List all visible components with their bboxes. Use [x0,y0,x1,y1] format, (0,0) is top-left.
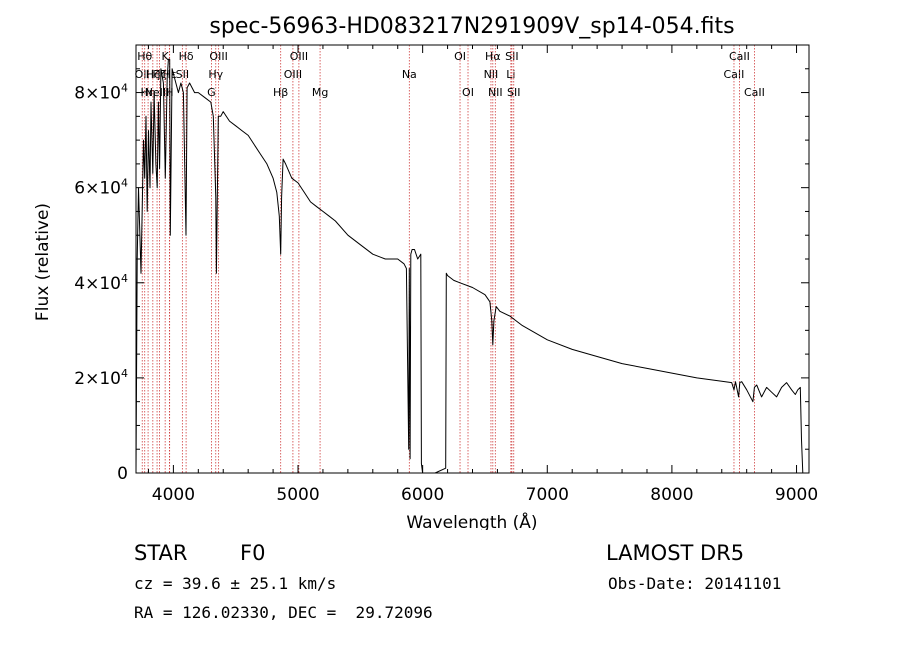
spectral-line-label-6: K [162,50,170,63]
y-tick-label: 6×104 [74,177,128,199]
spectral-line-label-29: CaII [744,86,765,99]
spectral-line-label-24: Li [506,68,515,81]
redshift-text: cz = 39.6 ± 25.1 km/s [134,574,337,593]
x-axis-label: Wavelength (Å) [406,511,537,530]
y-tick-label: 8×104 [74,82,128,104]
y-tick-label: 0 [117,464,128,484]
spectral-line-label-9: SII [176,68,189,81]
spectral-line-label-17: Mg [312,86,328,99]
x-tick-label: 9000 [775,485,818,505]
spectral-line-label-18: Na [402,68,417,81]
x-tick-label: 4000 [152,485,195,505]
spectral-subclass: F0 [240,541,266,565]
spectral-line-label-2: Hη [140,86,155,99]
x-tick-label: 6000 [401,485,444,505]
object-class: STAR [134,541,188,565]
spectral-line-label-0: OII [135,68,150,81]
spectral-line-label-12: Hγ [208,68,223,81]
spectral-line-label-21: NII [484,68,499,81]
spectral-line-label-3: Hζ [146,68,160,81]
spectral-line-label-11: G [207,86,216,99]
spectral-line-label-19: OI [454,50,466,63]
x-tick-label: 7000 [526,485,569,505]
spectral-line-label-28: CaII [729,50,750,63]
obs-date-text: Obs-Date: 20141101 [608,574,782,593]
spectrum-line-0 [135,58,804,474]
spectral-line-label-22: Hα [485,50,501,63]
x-tick-label: 8000 [650,485,693,505]
spectral-line-label-27: CaII [724,68,745,81]
spectral-line-label-15: OIII [284,68,302,81]
spectral-line-label-16: OIII [290,50,308,63]
spectral-line-label-20: OI [462,86,474,99]
x-tick-label: 5000 [276,485,319,505]
spectral-line-label-23: NII [488,86,503,99]
coordinates-text: RA = 126.02330, DEC = 29.72096 [134,603,433,622]
spectral-line-label-26: SII [507,86,520,99]
plot-frame [135,44,810,474]
series-layer [135,58,804,474]
spectrum-chart: spec-56963-HD083217N291909V_sp14-054.fit… [33,14,818,530]
spectral-line-label-25: SII [505,50,518,63]
spectral-line-label-13: OIII [209,50,227,63]
spectral-line-markers: OIIHθHηHζNeIIIHζKHHεSIIHδGHγOIIIHβOIIIOI… [135,45,765,473]
spectral-line-label-14: Hβ [273,86,288,99]
y-tick-label: 2×104 [74,367,128,389]
survey-name: LAMOST DR5 [606,541,745,565]
y-tick-label: 4×104 [74,272,128,294]
spectral-line-label-1: Hθ [137,50,152,63]
spectral-line-label-5: Hζ [152,68,166,81]
chart-title: spec-56963-HD083217N291909V_sp14-054.fit… [209,14,734,39]
spectral-line-label-10: Hδ [179,50,194,63]
axis-ticks: 4000 5000 6000 7000 8000 9000 0 2×104 4×104 6×104… [74,44,818,505]
y-axis-label: Flux (relative) [33,203,53,321]
